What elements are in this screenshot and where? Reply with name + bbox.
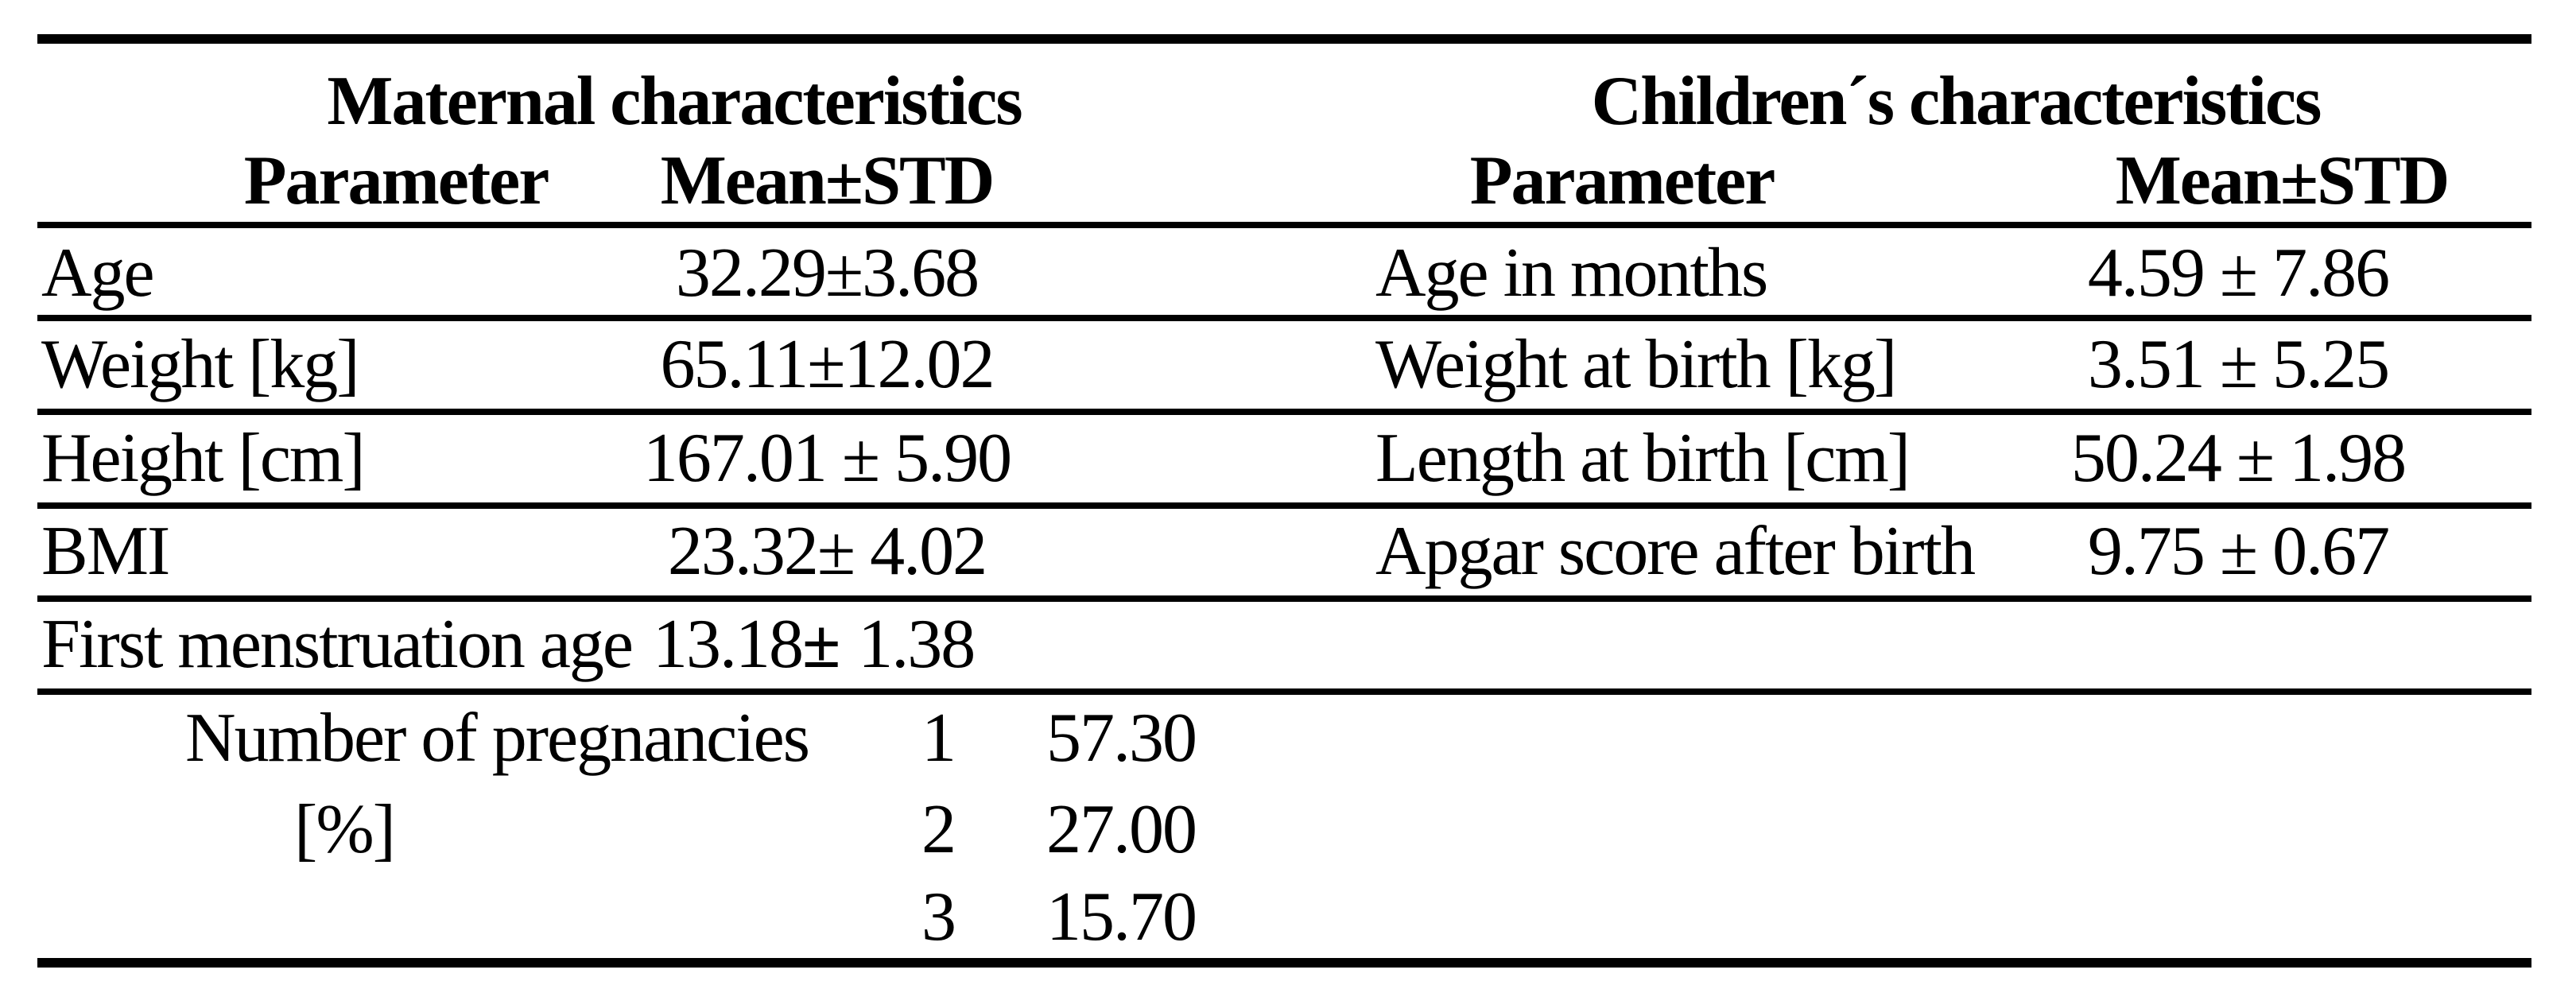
table-bottom-border xyxy=(37,958,2531,968)
row-separator-line xyxy=(37,409,2531,415)
maternal-row-mean-std: 167.01 ± 5.90 xyxy=(642,420,1012,497)
row-separator-line xyxy=(37,502,2531,509)
first-menstruation-mean: 13.18 xyxy=(652,606,804,683)
maternal-mean-std-header: Mean±STD xyxy=(660,142,995,219)
maternal-row-parameter: Weight [kg] xyxy=(41,326,360,403)
pregnancies-percent: 27.00 xyxy=(1046,791,1197,868)
maternal-parameter-header: Parameter xyxy=(243,142,550,219)
maternal-row-parameter: Height [cm] xyxy=(41,420,366,497)
pregnancies-percent: 15.70 xyxy=(1046,878,1197,956)
children-row-parameter: Weight at birth [kg] xyxy=(1375,326,1897,403)
children-row-mean-std: 50.24 ± 1.98 xyxy=(2070,420,2407,497)
first-menstruation-label: First menstruation age xyxy=(41,606,634,683)
row-separator-line xyxy=(37,595,2531,602)
first-menstruation-std: 1.38 xyxy=(858,606,976,683)
pregnancies-unit-label: [%] xyxy=(294,791,396,868)
maternal-row-mean-std: 32.29±3.68 xyxy=(675,234,980,312)
children-row-parameter: Apgar score after birth xyxy=(1375,513,1976,590)
row-separator-line xyxy=(37,688,2531,695)
plus-minus-sign: ± xyxy=(801,606,840,683)
children-row-mean-std: 9.75 ± 0.67 xyxy=(2087,513,2390,590)
children-row-parameter: Age in months xyxy=(1375,234,1768,312)
children-row-mean-std: 3.51 ± 5.25 xyxy=(2087,326,2390,403)
header-separator-line xyxy=(37,222,2531,228)
pregnancies-count: 1 xyxy=(921,700,956,777)
maternal-section-title: Maternal characteristics xyxy=(327,63,1022,140)
pregnancies-count: 2 xyxy=(921,791,956,868)
first-menstruation-value: 13.18± 1.38 xyxy=(653,610,976,680)
row-separator-line xyxy=(37,315,2531,321)
children-mean-std-header: Mean±STD xyxy=(2115,142,2450,219)
maternal-row-parameter: Age xyxy=(41,234,155,312)
first-menstruation-row: First menstruation age 13.18± 1.38 xyxy=(41,602,1313,688)
children-parameter-header: Parameter xyxy=(1469,142,1776,219)
pregnancies-label: Number of pregnancies xyxy=(185,700,810,777)
maternal-row-mean-std: 65.11±12.02 xyxy=(660,326,995,403)
maternal-row-mean-std: 23.32± 4.02 xyxy=(667,513,987,590)
table-top-border xyxy=(37,34,2531,44)
maternal-row-parameter: BMI xyxy=(41,513,170,590)
children-section-title: Children´s characteristics xyxy=(1591,63,2322,140)
children-row-parameter: Length at birth [cm] xyxy=(1375,420,1911,497)
pregnancies-count: 3 xyxy=(921,878,956,956)
children-row-mean-std: 4.59 ± 7.86 xyxy=(2087,234,2390,312)
pregnancies-percent: 57.30 xyxy=(1046,700,1197,777)
